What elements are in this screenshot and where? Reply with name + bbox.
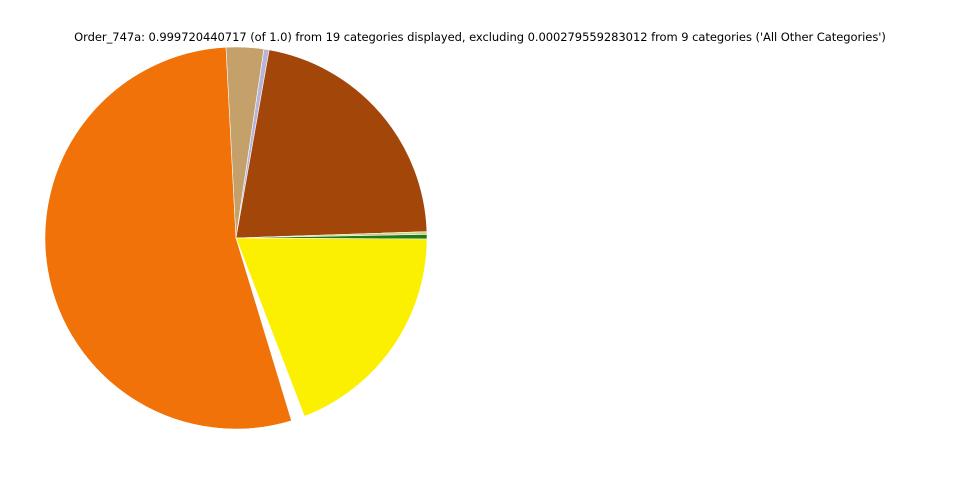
page-title: Order_747a: 0.999720440717 (of 1.0) from… bbox=[74, 30, 886, 44]
pie-slices-group bbox=[44, 46, 428, 430]
pie-slice bbox=[235, 237, 428, 417]
pie-slice bbox=[44, 46, 292, 430]
pie-slice bbox=[235, 49, 428, 239]
pie-chart-svg bbox=[44, 46, 428, 430]
pie-chart-area bbox=[44, 46, 428, 430]
